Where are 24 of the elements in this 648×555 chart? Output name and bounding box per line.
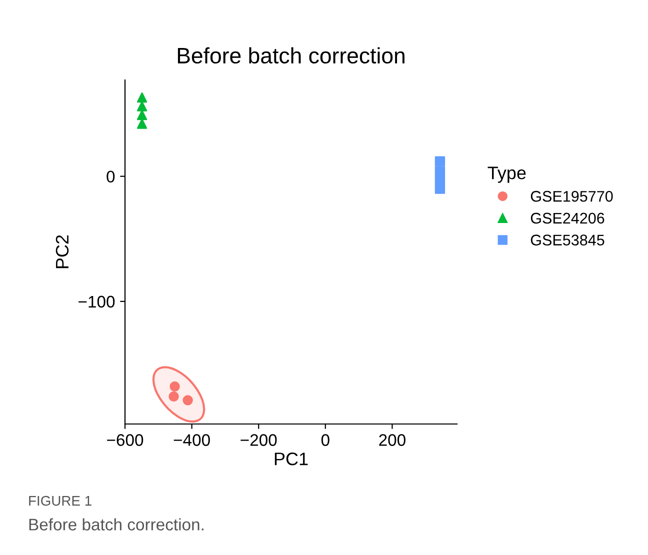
x-tick-label: −600 [107,434,144,446]
point [182,395,193,406]
legend-label: GSE53845 [530,234,604,246]
x-tick-label: 0 [321,434,330,446]
point [168,391,179,402]
caption: FIGURE 1 [29,496,92,506]
point [136,118,148,129]
x-tick-label: −200 [240,434,277,446]
y-axis-title: PC2 [56,235,69,268]
x-axis-title: PC1 [274,452,308,466]
x-tick-label: 200 [379,434,406,446]
point [136,101,148,112]
y-tick-label: −100 [78,296,115,308]
point [136,92,148,103]
point [434,156,446,166]
legend-title: Type [488,166,526,183]
legend-label: GSE195770 [530,190,613,202]
chart-title: Before batch correction [178,47,404,64]
legend-label: GSE24206 [530,212,604,224]
point [136,110,148,120]
x-tick-label: −400 [174,434,210,446]
point [434,184,446,194]
text: Before batch correction. [29,518,204,530]
point [170,381,180,392]
